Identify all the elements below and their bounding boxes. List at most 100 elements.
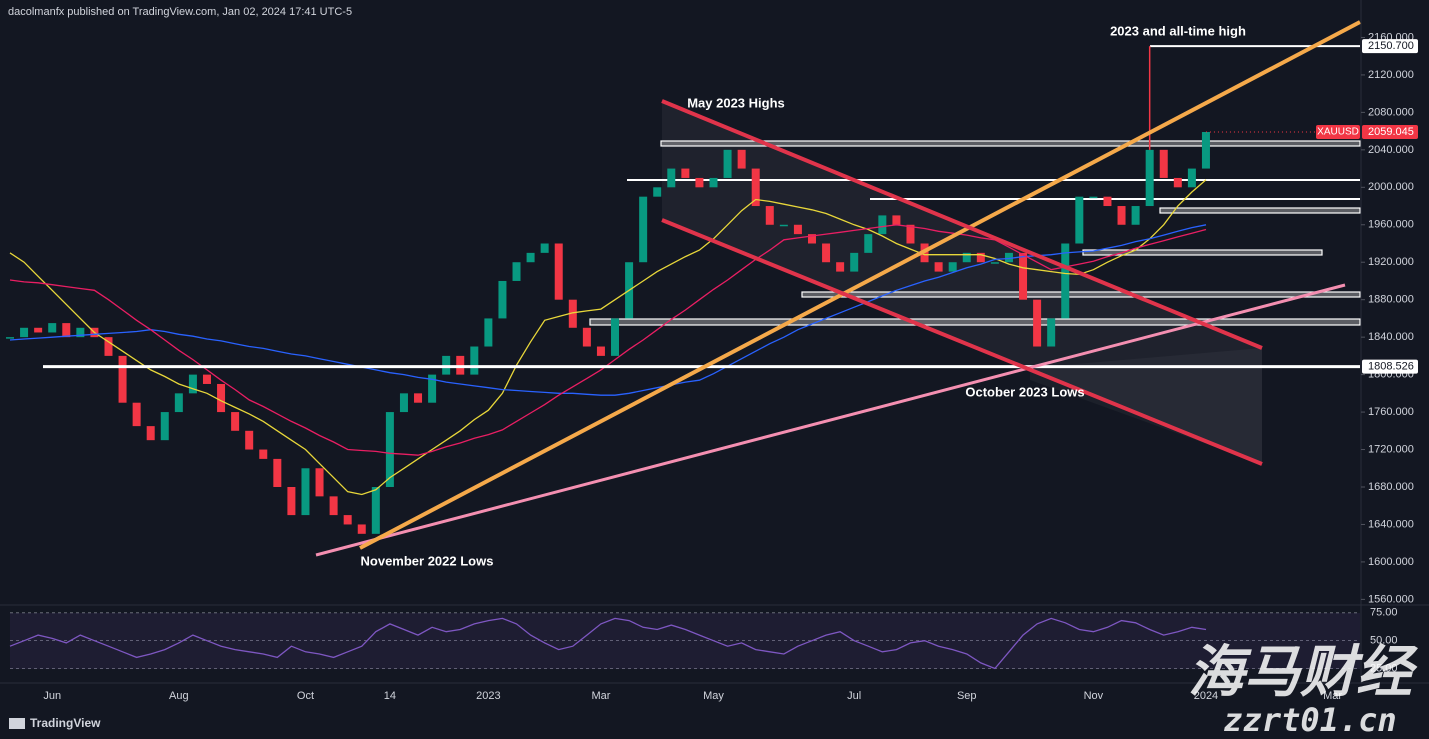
- zone: [1159, 207, 1361, 214]
- candle: [385, 412, 394, 487]
- candle: [962, 252, 971, 263]
- candle: [568, 299, 577, 328]
- candle: [34, 327, 43, 333]
- candle: [850, 252, 859, 272]
- candle: [259, 449, 268, 459]
- candle: [765, 206, 774, 225]
- rsi-line: [9, 617, 1207, 670]
- candle: [371, 486, 380, 534]
- y-tick-label: 1960.000: [1368, 219, 1414, 231]
- candle: [807, 234, 816, 244]
- x-tick-label: Aug: [169, 690, 189, 702]
- candle: [1201, 132, 1210, 169]
- watermark: 海马财经: [1188, 640, 1418, 703]
- candle: [554, 243, 563, 300]
- trend-line: [315, 283, 1346, 557]
- projection-shade: [1030, 348, 1262, 464]
- candle: [709, 177, 718, 188]
- y-tick-label: 1680.000: [1368, 481, 1414, 493]
- zones: [589, 140, 1361, 326]
- candle: [667, 168, 676, 188]
- candle: [723, 149, 732, 178]
- x-tick-label: May: [703, 690, 724, 702]
- logo: [9, 718, 25, 729]
- channel-shade: [662, 101, 1262, 464]
- candle: [779, 224, 788, 227]
- candle: [160, 412, 169, 441]
- y-tick-label: 1720.000: [1368, 443, 1414, 455]
- candle: [1004, 252, 1013, 263]
- x-tick-label: Oct: [297, 690, 314, 702]
- price-tag: [1362, 125, 1418, 140]
- candle: [1145, 149, 1154, 207]
- candle: [146, 426, 155, 441]
- candle: [1061, 243, 1070, 319]
- candle: [906, 224, 915, 244]
- y-tick-label: 2080.000: [1368, 106, 1414, 118]
- price-tag: [1362, 39, 1418, 54]
- rsi-band: [10, 613, 1360, 669]
- annotation: 2023 and all-time high: [1110, 23, 1246, 38]
- candle: [217, 383, 226, 413]
- overlay: 1560.000 1600.000 1640.000 1680.000 1720.000…: [43, 23, 1418, 702]
- candle: [357, 524, 366, 534]
- source: TradingView: [30, 716, 101, 730]
- candle: [892, 215, 901, 225]
- candle: [822, 243, 831, 263]
- candle: [934, 262, 943, 272]
- candle: [470, 346, 479, 375]
- y-tick-label: 2120.000: [1368, 69, 1414, 81]
- candle: [428, 374, 437, 403]
- candle: [948, 262, 957, 272]
- moving-average: [9, 224, 1207, 456]
- x-tick-label: Mar: [1323, 690, 1342, 702]
- rsi-tick-label: 25.00: [1370, 662, 1398, 674]
- y-tick-label: 1600.000: [1368, 556, 1414, 568]
- candle: [990, 262, 999, 264]
- moving-average: [9, 224, 1207, 396]
- candle: [1117, 206, 1126, 225]
- candle: [498, 280, 507, 319]
- zone: [1082, 249, 1323, 256]
- candle: [188, 374, 197, 394]
- channel-line: [661, 99, 1263, 350]
- y-tick-label: 1880.000: [1368, 294, 1414, 306]
- candle: [20, 327, 29, 338]
- x-tick-label: Sep: [957, 690, 977, 702]
- y-tick-label: 1920.000: [1368, 256, 1414, 268]
- candle: [611, 318, 620, 356]
- price-tag-label: 2059.045: [1368, 126, 1414, 138]
- rsi-tick-label: 50.00: [1370, 635, 1398, 647]
- channel-line: [661, 218, 1263, 466]
- annotation: October 2023 Lows: [965, 384, 1084, 399]
- candle: [639, 196, 648, 263]
- x-tick-label: Jun: [43, 690, 61, 702]
- zone: [801, 291, 1361, 298]
- candle: [118, 355, 127, 403]
- x-tick-label: Jul: [847, 690, 861, 702]
- x-tick-label: 2023: [476, 690, 500, 702]
- x-tick-label: Mar: [591, 690, 610, 702]
- candle: [1131, 206, 1140, 225]
- candle: [329, 496, 338, 516]
- moving-average: [9, 179, 1207, 496]
- candle: [695, 177, 704, 188]
- candle: [231, 412, 240, 431]
- candle: [343, 515, 352, 525]
- symbol-tag-label: XAUUSD: [1317, 127, 1359, 138]
- candle: [484, 318, 493, 347]
- x-tick-label: 2024: [1194, 690, 1218, 702]
- candle: [1033, 299, 1042, 347]
- candle: [202, 374, 211, 384]
- candle: [864, 234, 873, 253]
- candle: [526, 252, 535, 263]
- candle: [6, 337, 14, 339]
- candle: [287, 486, 296, 516]
- candle: [737, 149, 746, 169]
- rsi-tick-label: 75.00: [1370, 607, 1398, 619]
- candle: [273, 458, 282, 487]
- candle: [1103, 196, 1112, 207]
- zone: [589, 318, 1361, 326]
- trend-line: [359, 20, 1361, 550]
